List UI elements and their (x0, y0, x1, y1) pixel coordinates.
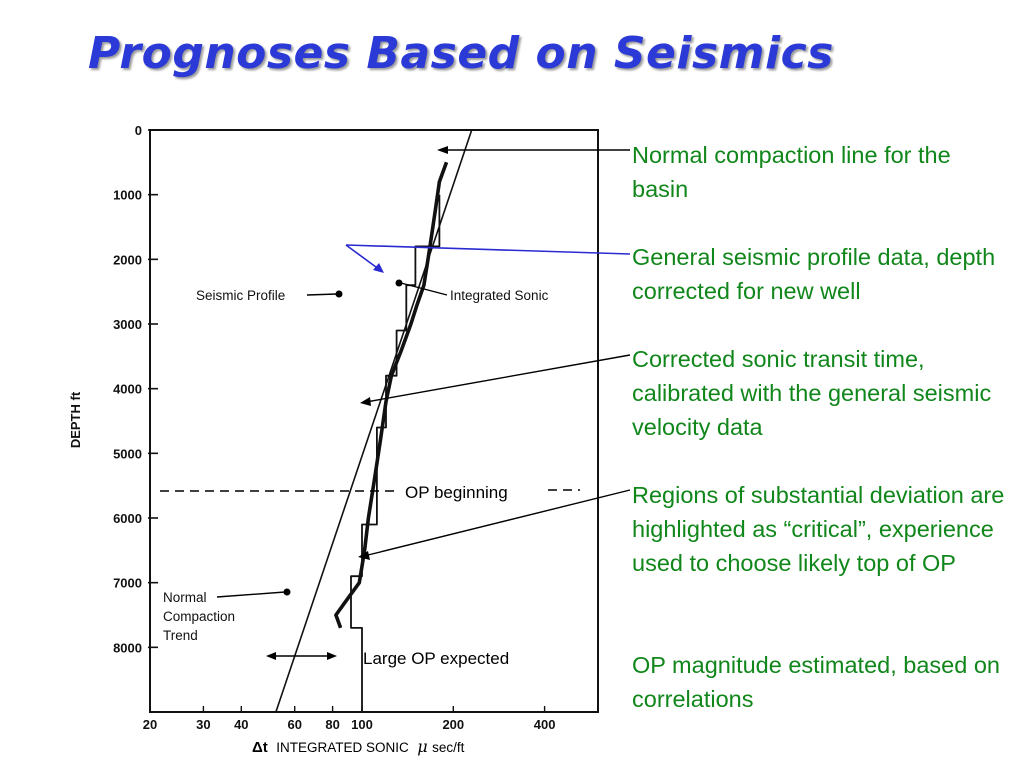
note-corrected-sonic: Corrected sonic transit time, calibrated… (632, 346, 992, 440)
series-seismic-profile (350, 194, 441, 712)
note-normal-compaction: Normal compaction line for the basin (632, 142, 951, 202)
y-tick-label: 3000 (113, 317, 142, 332)
x-axis-mu: μ (417, 737, 427, 756)
x-tick-label: 20 (143, 717, 157, 732)
x-axis-unit: sec/ft (432, 740, 465, 755)
slide-title: Prognoses Based on Seismics (88, 28, 834, 79)
large-op-arrow-left-head (266, 652, 276, 660)
chart-frame (149, 129, 599, 713)
normal-trend-label-2: Compaction (163, 609, 235, 624)
series-normal-compaction-trend (275, 129, 473, 713)
normal-trend-dot (283, 588, 291, 596)
x-tick-label: 30 (196, 717, 210, 732)
pointer-corrected-sonic (365, 354, 631, 403)
seismic-profile-leader (306, 293, 338, 296)
pointer-seismic-profile-b (345, 244, 381, 271)
pointer-seismic-profile-head (373, 263, 384, 273)
x-axis-text: INTEGRATED SONIC (276, 740, 409, 755)
y-tick-label: 8000 (113, 640, 142, 655)
y-tick-label: 2000 (113, 252, 142, 267)
normal-trend-label-1: Normal (163, 590, 207, 605)
integrated-sonic-dot (395, 279, 403, 287)
pointer-regions-deviation (363, 489, 631, 557)
x-tick-label: 100 (351, 717, 373, 732)
integrated-sonic-label: Integrated Sonic (450, 288, 549, 303)
pointer-regions-deviation-head (358, 551, 370, 560)
pointer-seismic-profile-a (345, 244, 631, 255)
x-tick-label: 60 (287, 717, 301, 732)
y-tick-label: 0 (135, 123, 142, 138)
y-tick-label: 4000 (113, 382, 142, 397)
y-tick-label: 7000 (113, 576, 142, 591)
seismic-profile-dot (335, 290, 343, 298)
x-tick-label: 40 (234, 717, 248, 732)
y-tick-label: 1000 (113, 188, 142, 203)
x-tick-label: 200 (442, 717, 464, 732)
x-axis-symbol: Δt (252, 739, 268, 756)
large-op-arrow-right-head (327, 652, 337, 660)
x-tick-label: 80 (325, 717, 339, 732)
y-tick-label: 6000 (113, 511, 142, 526)
op-beginning-label: OP beginning (405, 483, 508, 502)
large-op-label: Large OP expected (363, 649, 509, 668)
y-axis-label: DEPTH ft (68, 391, 83, 448)
pointer-corrected-sonic-head (360, 397, 371, 406)
integrated-sonic-leader (400, 282, 448, 296)
y-tick-label: 5000 (113, 446, 142, 461)
note-regions-deviation: Regions of substantial deviation are hig… (632, 482, 1005, 576)
normal-trend-leader (216, 591, 286, 598)
x-tick-label: 400 (534, 717, 556, 732)
series-integrated-sonic (334, 161, 449, 629)
pointer-normal-compaction-head (437, 146, 448, 154)
note-seismic-profile: General seismic profile data, depth corr… (632, 244, 996, 304)
normal-trend-label-3: Trend (163, 628, 198, 643)
seismic-profile-label: Seismic Profile (196, 288, 285, 303)
note-op-magnitude: OP magnitude estimated, based on correla… (632, 652, 1000, 712)
x-axis-label: Δt INTEGRATED SONIC μ sec/ft (252, 737, 465, 756)
